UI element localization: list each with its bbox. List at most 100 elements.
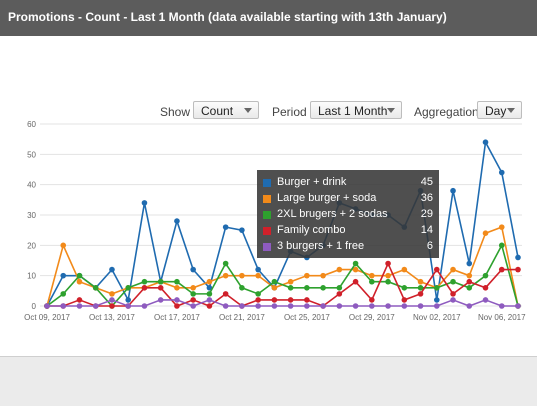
window-title-bar: Promotions - Count - Last 1 Month (data …: [0, 0, 537, 36]
data-point: [109, 266, 115, 273]
x-axis-ticks: Oct 09, 2017 Oct 13, 2017 Oct 17, 2017 Oct …: [24, 313, 526, 322]
data-point: [287, 297, 294, 303]
data-point: [109, 297, 115, 303]
y-tick-label: 40: [27, 181, 36, 190]
x-tick-label: Nov 06, 2017: [478, 313, 526, 322]
data-point: [482, 272, 489, 279]
chevron-down-icon: [387, 108, 395, 113]
data-point: [498, 266, 505, 273]
data-point: [206, 291, 213, 297]
data-point: [417, 285, 424, 291]
data-point: [352, 303, 359, 309]
data-point: [222, 260, 229, 267]
tooltip-series-value: 6: [426, 240, 433, 252]
aggregation-dropdown[interactable]: Day: [477, 101, 522, 119]
data-point: [92, 303, 99, 309]
y-tick-label: 60: [27, 120, 36, 129]
data-point: [76, 297, 83, 303]
chevron-down-icon: [507, 108, 515, 113]
x-tick-label: Nov 02, 2017: [413, 313, 461, 322]
series-line: [46, 139, 519, 307]
data-point: [141, 200, 148, 206]
data-point: [190, 266, 196, 273]
hover-tooltip: Burger + drink 45 Large burger + soda 36…: [257, 170, 439, 258]
data-point: [336, 303, 343, 309]
data-point: [450, 266, 456, 273]
data-point: [190, 297, 196, 303]
show-dropdown[interactable]: Count: [193, 101, 259, 119]
x-tick-label: Oct 17, 2017: [154, 313, 200, 322]
data-point: [433, 266, 440, 273]
period-dropdown[interactable]: Last 1 Month: [310, 101, 402, 119]
data-point: [320, 303, 326, 309]
aggregation-dropdown-value: Day: [485, 104, 507, 118]
data-point: [433, 303, 440, 309]
x-tick-label: Oct 09, 2017: [24, 313, 70, 322]
data-point: [385, 303, 391, 309]
data-point: [482, 139, 489, 145]
data-point: [125, 303, 132, 309]
series-swatch: [263, 179, 271, 187]
data-point: [239, 285, 245, 291]
data-point: [304, 272, 310, 279]
data-point: [287, 303, 294, 309]
data-point: [466, 278, 473, 285]
data-point: [125, 285, 132, 291]
data-point: [109, 291, 115, 297]
data-point: [157, 278, 164, 285]
data-point: [320, 272, 326, 279]
show-dropdown-value: Count: [201, 104, 234, 118]
aggregation-label: Aggregation: [414, 105, 479, 119]
series-swatch: [263, 195, 271, 203]
series-swatch: [263, 227, 271, 235]
series-swatch: [263, 243, 271, 251]
data-point: [369, 272, 375, 279]
data-point: [385, 260, 391, 267]
period-label: Period: [272, 105, 307, 119]
data-point: [304, 303, 310, 309]
data-point: [433, 297, 440, 303]
x-tick-label: Oct 21, 2017: [219, 313, 265, 322]
data-point: [466, 260, 473, 267]
data-point: [174, 303, 180, 309]
data-point: [271, 303, 278, 309]
data-point: [222, 272, 229, 279]
data-point: [287, 285, 294, 291]
data-point: [271, 278, 278, 285]
data-point: [141, 278, 148, 285]
data-point: [239, 303, 245, 309]
data-point: [466, 285, 473, 291]
series-line: [47, 299, 518, 307]
data-point: [44, 303, 50, 309]
data-point: [76, 303, 83, 309]
data-point: [239, 227, 245, 233]
data-point: [482, 285, 489, 291]
data-point: [174, 285, 180, 291]
tooltip-row: Family combo 14: [263, 224, 433, 239]
data-point: [92, 285, 99, 291]
data-point: [174, 297, 180, 303]
data-point: [141, 303, 148, 309]
data-point: [336, 266, 343, 273]
series-swatch: [263, 211, 271, 219]
data-point: [222, 224, 229, 230]
data-point: [174, 218, 180, 224]
data-point: [482, 230, 489, 236]
x-tick-label: Oct 29, 2017: [349, 313, 395, 322]
data-point: [515, 303, 521, 309]
x-tick-label: Oct 13, 2017: [89, 313, 135, 322]
data-point: [336, 291, 343, 297]
data-point: [109, 303, 115, 309]
data-point: [157, 297, 164, 303]
data-point: [190, 285, 196, 291]
data-point: [401, 285, 408, 291]
data-point: [401, 266, 408, 273]
tooltip-series-name: Family combo: [277, 224, 346, 236]
data-point: [369, 297, 375, 303]
tooltip-row: Burger + drink 45: [263, 176, 433, 191]
data-point: [206, 285, 213, 291]
y-axis-ticks: 0 10 20 30 40 50 60: [27, 120, 36, 311]
data-point: [466, 272, 473, 279]
data-point: [336, 285, 343, 291]
